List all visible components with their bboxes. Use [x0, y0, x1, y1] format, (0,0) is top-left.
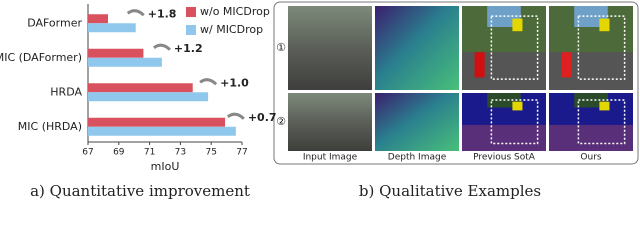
- bar: [88, 92, 209, 102]
- column-label: Ours: [580, 153, 601, 163]
- segmentation-sign: [512, 18, 523, 32]
- figure: a) Quantitative improvement b) Qualitati…: [0, 1, 639, 200]
- y-tick-label: MIC (HRDA): [18, 120, 82, 133]
- column-label: Depth Image: [388, 153, 447, 163]
- caption: b) Qualitative Examples: [359, 182, 541, 200]
- input-image: [288, 93, 372, 151]
- arrow: [199, 78, 218, 86]
- arrow: [153, 43, 171, 51]
- y-tick-label: HRDA: [50, 85, 82, 98]
- legend-swatch: [186, 25, 196, 35]
- bar: [88, 117, 226, 127]
- row-marker: ①: [276, 41, 286, 54]
- bar: [88, 48, 144, 58]
- legend-swatch: [186, 7, 196, 17]
- bar: [88, 23, 136, 33]
- column-label: Input Image: [303, 153, 358, 163]
- annotation: +1.2: [174, 42, 203, 55]
- x-tick-label: 69: [113, 148, 125, 158]
- arrow: [226, 112, 245, 120]
- annotation: +1.0: [220, 76, 249, 89]
- segmentation-person: [474, 52, 485, 78]
- segmentation-road: [462, 124, 546, 151]
- annotation: +0.7: [248, 111, 277, 124]
- bar: [88, 83, 193, 93]
- arrow: [126, 9, 145, 17]
- segmentation-person: [561, 52, 572, 78]
- bar: [88, 126, 236, 136]
- row-marker: ②: [276, 115, 286, 128]
- annotation: +1.8: [148, 7, 177, 20]
- bar: [88, 57, 162, 67]
- x-tick-label: 75: [205, 148, 216, 158]
- x-tick-label: 67: [82, 148, 93, 158]
- depth-image: [375, 6, 459, 90]
- x-tick-label: 71: [144, 148, 155, 158]
- legend-label: w/ MICDrop: [200, 23, 263, 36]
- segmentation-road: [549, 124, 633, 151]
- x-axis-label: mIoU: [151, 160, 180, 173]
- highlight-box: [577, 99, 626, 145]
- input-image: [288, 6, 372, 90]
- column-label: Previous SotA: [473, 153, 536, 163]
- segmentation-sign: [599, 18, 610, 32]
- bar: [88, 14, 109, 24]
- caption: a) Quantitative improvement: [30, 182, 250, 200]
- panel-border: [273, 1, 639, 165]
- legend-label: w/o MICDrop: [200, 5, 270, 18]
- x-tick-label: 73: [175, 148, 186, 158]
- y-tick-label: DAFormer: [27, 16, 82, 29]
- highlight-box: [490, 99, 539, 145]
- highlight-box: [577, 15, 626, 80]
- x-tick-label: 77: [236, 148, 247, 158]
- segmentation-sign: [599, 101, 610, 111]
- highlight-box: [490, 15, 539, 80]
- depth-image: [375, 93, 459, 151]
- y-tick-label: MIC (DAFormer): [0, 51, 82, 64]
- segmentation-sign: [512, 101, 523, 111]
